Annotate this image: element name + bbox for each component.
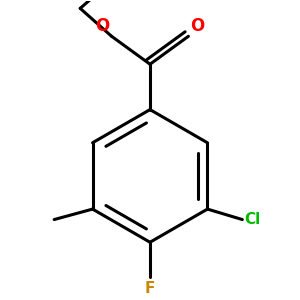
- Text: F: F: [145, 280, 155, 296]
- Text: Cl: Cl: [244, 212, 260, 227]
- Text: O: O: [190, 16, 204, 34]
- Text: O: O: [96, 16, 110, 34]
